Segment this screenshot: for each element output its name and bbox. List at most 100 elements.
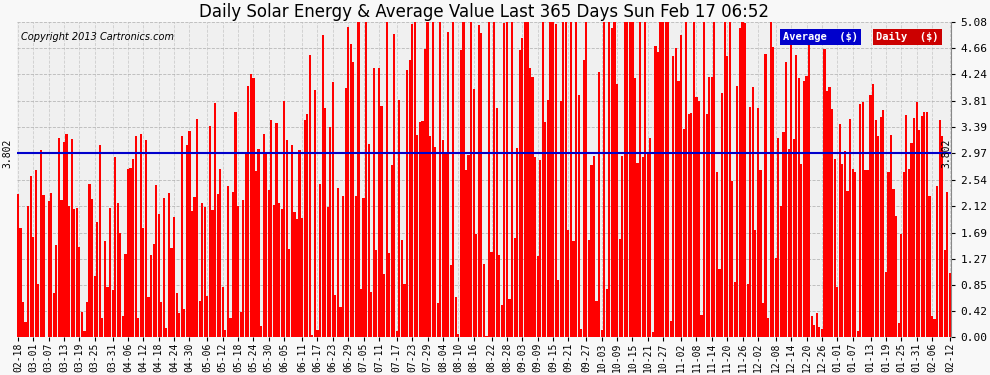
Bar: [475, 234, 477, 337]
Bar: [257, 149, 259, 337]
Bar: [262, 134, 264, 337]
Bar: [309, 55, 311, 337]
Bar: [94, 276, 96, 337]
Bar: [834, 159, 836, 337]
Bar: [601, 330, 603, 337]
Bar: [112, 290, 114, 337]
Bar: [283, 101, 285, 337]
Bar: [472, 89, 475, 337]
Bar: [642, 156, 644, 337]
Text: Daily  ($): Daily ($): [876, 32, 939, 42]
Bar: [934, 319, 936, 337]
Bar: [843, 151, 846, 337]
Bar: [427, 22, 429, 337]
Bar: [516, 147, 519, 337]
Bar: [744, 23, 746, 337]
Bar: [260, 326, 262, 337]
Bar: [911, 143, 913, 337]
Bar: [524, 22, 526, 337]
Bar: [127, 169, 129, 337]
Bar: [693, 22, 695, 337]
Bar: [772, 47, 774, 337]
Bar: [280, 209, 283, 337]
Bar: [186, 145, 188, 337]
Bar: [724, 22, 726, 337]
Bar: [708, 77, 710, 337]
Bar: [227, 186, 229, 337]
Bar: [662, 22, 664, 337]
Bar: [485, 336, 487, 337]
Bar: [632, 22, 634, 337]
Bar: [470, 22, 472, 337]
Bar: [593, 156, 595, 337]
Bar: [83, 331, 85, 337]
Bar: [440, 22, 442, 337]
Bar: [664, 22, 667, 337]
Bar: [467, 155, 469, 337]
Bar: [138, 318, 140, 337]
Bar: [388, 254, 390, 337]
Bar: [542, 22, 544, 337]
Bar: [943, 250, 945, 337]
Bar: [78, 247, 80, 337]
Bar: [429, 136, 432, 337]
Bar: [347, 27, 349, 337]
Bar: [546, 100, 549, 337]
Bar: [826, 91, 828, 337]
Bar: [65, 134, 67, 337]
Bar: [217, 194, 219, 337]
Bar: [170, 248, 172, 337]
Bar: [777, 138, 779, 337]
Bar: [109, 208, 111, 337]
Bar: [319, 184, 321, 337]
Bar: [941, 136, 943, 337]
Bar: [639, 22, 642, 337]
Bar: [644, 22, 646, 337]
Bar: [270, 120, 272, 337]
Bar: [634, 78, 636, 337]
Bar: [887, 171, 890, 337]
Bar: [119, 233, 122, 337]
Bar: [549, 22, 551, 337]
Bar: [824, 50, 826, 337]
Bar: [562, 22, 564, 337]
Bar: [534, 158, 537, 337]
Bar: [511, 22, 513, 337]
Bar: [621, 156, 624, 337]
Bar: [939, 120, 940, 337]
Bar: [478, 24, 480, 337]
Bar: [816, 314, 818, 337]
Bar: [559, 101, 561, 337]
Bar: [332, 82, 334, 337]
Bar: [496, 108, 498, 337]
Bar: [175, 294, 178, 337]
Bar: [48, 201, 50, 337]
Bar: [739, 28, 742, 337]
Bar: [713, 22, 716, 337]
Bar: [454, 297, 456, 337]
Bar: [567, 231, 569, 337]
Bar: [695, 97, 698, 337]
Bar: [749, 107, 751, 337]
Bar: [60, 200, 62, 337]
Bar: [73, 209, 75, 337]
Bar: [306, 114, 308, 337]
Bar: [462, 22, 464, 337]
Bar: [503, 23, 506, 337]
Bar: [690, 113, 692, 337]
Bar: [132, 159, 135, 337]
Bar: [688, 114, 690, 337]
Bar: [96, 222, 98, 337]
Bar: [459, 50, 462, 337]
Bar: [501, 305, 503, 337]
Bar: [432, 22, 434, 337]
Bar: [646, 152, 648, 337]
Bar: [165, 328, 167, 337]
Bar: [659, 22, 661, 337]
Bar: [40, 150, 42, 337]
Bar: [706, 114, 708, 337]
Bar: [893, 189, 895, 337]
Bar: [872, 84, 874, 337]
Bar: [235, 112, 237, 337]
Bar: [55, 244, 57, 337]
